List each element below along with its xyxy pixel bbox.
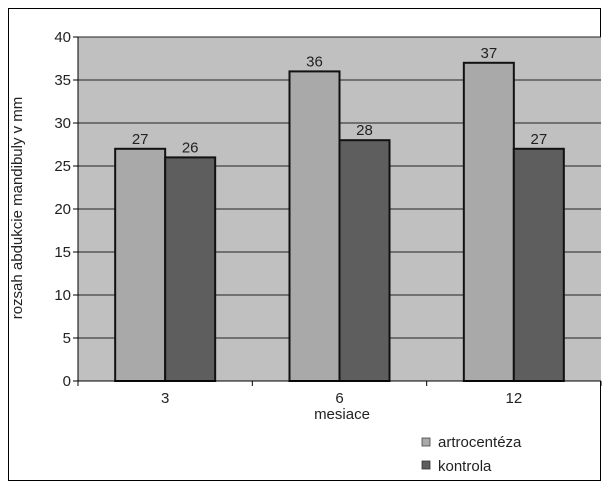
y-tick-label: 30 (54, 115, 71, 132)
x-axis-title: mesiace (314, 406, 370, 423)
data-label: 27 (132, 131, 149, 148)
y-tick-label: 35 (54, 72, 71, 89)
data-label: 26 (182, 139, 199, 156)
y-tick-label: 25 (54, 158, 71, 175)
y-tick-label: 40 (54, 29, 71, 46)
bar (338, 139, 391, 382)
bar (164, 156, 217, 382)
legend: artrocentéza kontrola (421, 434, 522, 475)
bars (114, 61, 565, 383)
y-tick-label: 5 (63, 330, 71, 347)
legend-swatch-artrocenteza (421, 437, 431, 447)
data-label: 36 (306, 53, 323, 70)
data-label: 37 (480, 45, 497, 62)
data-label: 28 (356, 122, 373, 139)
y-tick-label: 15 (54, 244, 71, 261)
y-tick-label: 0 (63, 373, 71, 390)
legend-swatch-kontrola (421, 460, 431, 470)
x-tick-labels: 3 6 12 (161, 390, 522, 407)
bar (288, 70, 341, 383)
y-axis-title: rozsah abdukcie mandibuly v mm (9, 97, 26, 320)
bar (512, 147, 565, 382)
x-tick-label: 3 (161, 390, 169, 407)
y-tick-label: 20 (54, 201, 71, 218)
bar (462, 61, 515, 383)
y-tick-labels: 0 5 10 15 20 25 30 35 40 (54, 29, 71, 390)
data-labels: 27 26 36 28 37 27 (132, 45, 547, 157)
legend-label-kontrola: kontrola (438, 458, 492, 475)
x-tick-label: 6 (335, 390, 343, 407)
x-tick-label: 12 (505, 390, 522, 407)
bar (114, 147, 167, 382)
axes (73, 36, 602, 386)
y-tick-label: 10 (54, 287, 71, 304)
legend-label-artrocenteza: artrocentéza (438, 434, 522, 451)
data-label: 27 (530, 131, 547, 148)
